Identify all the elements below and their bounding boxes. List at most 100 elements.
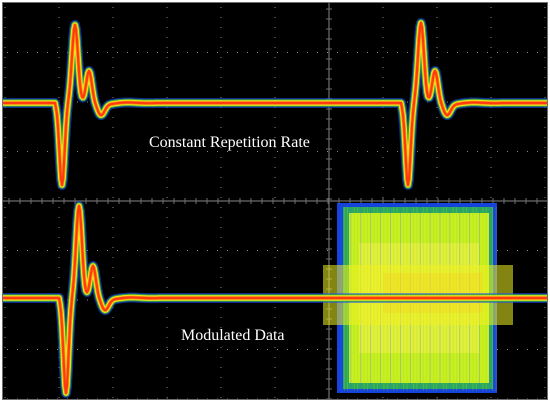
graticule-dot [220, 7, 222, 8]
graticule-dot [58, 7, 60, 8]
graticule-dot [287, 250, 288, 251]
graticule-dot [220, 347, 222, 348]
graticule-dot [547, 250, 548, 251]
graticule-dot [297, 398, 298, 399]
graticule-dot [544, 367, 546, 368]
graticule-dot [220, 247, 222, 248]
graticule-dot [274, 7, 276, 8]
graticule-dot [58, 87, 60, 88]
graticule-dot [4, 57, 6, 58]
graticule-dot [112, 387, 114, 388]
graticule-dot [490, 57, 492, 58]
graticule-dot [207, 398, 208, 399]
graticule-dot [17, 349, 18, 350]
graticule-dot [137, 398, 138, 399]
graticule-dot [166, 377, 168, 378]
graticule-dot [237, 151, 238, 152]
graticule-dot [58, 57, 60, 58]
graticule-dot [157, 349, 158, 350]
graticule-dot [112, 17, 114, 18]
graticule-dot [447, 101, 448, 103]
graticule-dot [436, 17, 438, 18]
graticule-dot [4, 147, 6, 148]
graticule-dot [166, 147, 168, 148]
graticule-dot [220, 67, 222, 68]
graticule-dot [220, 257, 222, 258]
graticule-dot [220, 197, 222, 198]
graticule-dot [490, 137, 492, 138]
graticule-dot [112, 347, 114, 348]
graticule-dot [497, 398, 498, 399]
graticule-dot [177, 250, 178, 251]
graticule-dot [467, 151, 468, 152]
graticule-dot [4, 257, 6, 258]
graticule-dot [436, 167, 438, 168]
graticule-dot [537, 151, 538, 152]
graticule-dot [274, 77, 276, 78]
graticule-dot [112, 77, 114, 78]
graticule-dot [382, 77, 384, 78]
graticule-dot [287, 349, 288, 350]
trace-top-core [3, 21, 547, 187]
graticule-dot [217, 52, 218, 53]
graticule-dot [507, 151, 508, 152]
graticule-dot [247, 398, 248, 399]
graticule-dot [436, 137, 438, 138]
graticule-dot [397, 52, 398, 53]
graticule-dot [166, 277, 168, 278]
graticule-dot [4, 77, 6, 78]
graticule-dot [220, 87, 222, 88]
graticule-dot [166, 117, 168, 118]
graticule-dot [220, 317, 222, 318]
graticule-dot [327, 151, 328, 152]
graticule-dot [4, 117, 6, 118]
graticule-dot [177, 349, 178, 350]
graticule-dot [277, 151, 278, 152]
graticule-dot [267, 349, 268, 350]
graticule-dot [490, 117, 492, 118]
graticule-dot [4, 287, 6, 288]
graticule-dot [544, 317, 546, 318]
graticule-dot [4, 187, 6, 188]
graticule-dot [544, 347, 546, 348]
graticule-dot [112, 67, 114, 68]
graticule-dot [4, 277, 6, 278]
graticule-dot [112, 317, 114, 318]
graticule-dot [17, 52, 18, 53]
graticule-dot [544, 387, 546, 388]
graticule-dot [382, 177, 384, 178]
graticule-dot [87, 299, 88, 301]
graticule-dot [527, 349, 528, 350]
graticule-dot [490, 7, 492, 8]
graticule-dot [517, 349, 518, 350]
graticule-dot [227, 151, 228, 152]
graticule-dot [217, 349, 218, 350]
graticule-dot [267, 52, 268, 53]
graticule-dot [544, 197, 546, 198]
graticule-dot [220, 207, 222, 208]
graticule-dot [382, 27, 384, 28]
graticule-dot [517, 52, 518, 53]
graticule-dot [297, 349, 298, 350]
graticule-dot [17, 151, 18, 152]
graticule-dot [4, 127, 6, 128]
graticule-dot [4, 327, 6, 328]
graticule-dot [277, 250, 278, 251]
graticule-dot [77, 398, 78, 399]
graticule-dot [490, 127, 492, 128]
graticule-dot [220, 377, 222, 378]
graticule-dot [367, 398, 368, 399]
graticule-dot [297, 250, 298, 251]
graticule-dot [177, 52, 178, 53]
graticule-dot [274, 357, 276, 358]
graticule-dot [220, 177, 222, 178]
graticule-dot [147, 250, 148, 251]
graticule-dot [267, 250, 268, 251]
graticule-dot [166, 57, 168, 58]
graticule-dot [544, 267, 546, 268]
graticule-dot [237, 398, 238, 399]
graticule-dot [544, 397, 546, 398]
graticule-dot [112, 397, 114, 398]
graticule-dot [57, 349, 58, 350]
graticule-dot [436, 27, 438, 28]
